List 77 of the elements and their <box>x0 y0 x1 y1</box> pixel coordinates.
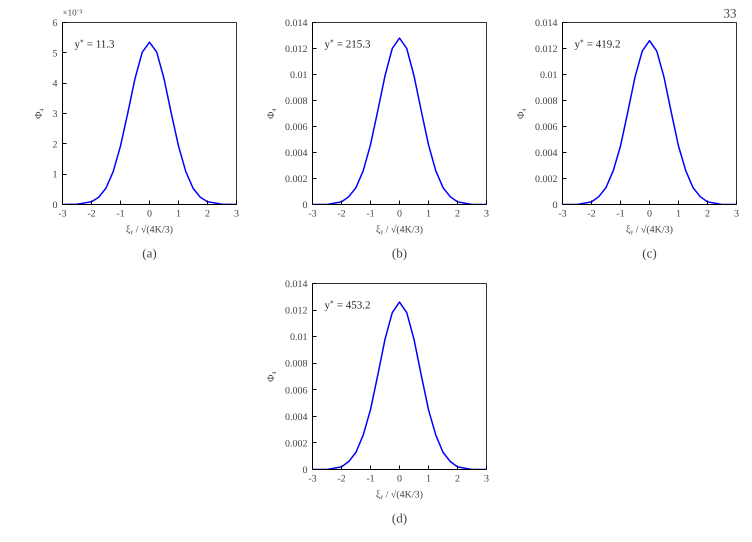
x-tick-label: 0 <box>397 208 402 220</box>
x-tick-label: -2 <box>337 474 346 484</box>
text: (d) <box>392 510 408 526</box>
text: (b) <box>392 246 408 260</box>
y-tick-label: 0.014 <box>285 279 308 290</box>
y-tick-label: 0.006 <box>285 385 308 396</box>
y-tick-label: 5 <box>52 48 58 60</box>
y-tick-label: 0.002 <box>285 174 308 185</box>
x-tick-label: 1 <box>426 474 431 484</box>
y-tick-label: 0.008 <box>285 96 308 107</box>
y-tick-label: 6 <box>52 18 58 29</box>
x-tick-label: 0 <box>647 208 652 220</box>
annotation: y⁺ = 215.3 <box>324 38 371 50</box>
x-tick-label: -3 <box>308 474 317 484</box>
y-axis-title: Φ₄ <box>266 108 277 119</box>
x-axis-title: ξᵧ / √(4K/3) <box>626 224 674 236</box>
annotation: y⁺ = 11.3 <box>74 38 116 50</box>
x-tick-label: -2 <box>587 208 596 220</box>
y-tick-label: 0.012 <box>285 306 308 317</box>
x-tick-label: -1 <box>366 208 375 220</box>
y-axis-title: Φ₄ <box>516 108 527 119</box>
x-tick-label: -1 <box>616 208 625 220</box>
y-tick-label: 0.01 <box>290 332 308 344</box>
x-tick-label: 3 <box>484 208 489 220</box>
x-tick-label: 2 <box>455 208 460 220</box>
y-axis-title: Φ₄ <box>266 370 277 382</box>
y-tick-label: 0.004 <box>285 148 308 159</box>
text: (a) <box>142 246 157 260</box>
x-axis-title: ξᵧ / √(4K/3) <box>376 490 424 500</box>
x-tick-label: 2 <box>455 474 460 484</box>
x-tick-label: 1 <box>176 208 181 220</box>
x-tick-label: -1 <box>366 474 375 484</box>
x-tick-label: 3 <box>484 474 489 484</box>
y-tick-label: 0 <box>302 465 308 476</box>
y-tick-label: 0.002 <box>285 438 308 450</box>
y-tick-label: 2 <box>52 139 58 150</box>
y-tick-label: 0.012 <box>535 44 558 55</box>
x-tick-label: 0 <box>147 208 152 220</box>
y-tick-label: 1 <box>52 170 58 181</box>
y-tick-label: 3 <box>52 109 58 120</box>
y-tick-label: 0 <box>302 200 308 211</box>
y-tick-label: 0.004 <box>285 412 308 423</box>
y-tick-label: 0.002 <box>535 174 558 185</box>
y-tick-label: 0.014 <box>535 18 558 29</box>
y-tick-label: 0.01 <box>540 70 558 81</box>
x-tick-label: 1 <box>676 208 681 220</box>
annotation: y⁺ = 453.2 <box>324 300 370 312</box>
x-tick-label: -3 <box>58 208 67 220</box>
y-tick-label: 0.014 <box>285 18 308 29</box>
y-tick-label: 0.006 <box>535 122 558 133</box>
x-tick-label: 3 <box>234 208 239 220</box>
x-tick-label: -2 <box>337 208 346 220</box>
x-tick-label: -2 <box>87 208 96 220</box>
x-tick-label: 1 <box>426 208 431 220</box>
annotation: y⁺ = 419.2 <box>574 38 620 50</box>
x-tick-label: -1 <box>116 208 125 220</box>
x-tick-label: 0 <box>397 474 402 484</box>
x-axis-title: ξᵧ / √(4K/3) <box>126 224 174 236</box>
x-tick-label: -3 <box>558 208 567 220</box>
y-axis-title: Φ₄ <box>34 108 44 119</box>
y-tick-label: 0.012 <box>285 44 308 55</box>
x-tick-label: 2 <box>205 208 210 220</box>
y-tick-label: 0 <box>552 200 558 211</box>
y-tick-label: 0.008 <box>535 96 558 107</box>
y-tick-label: 4 <box>52 78 58 90</box>
y-tick-label: 0.01 <box>290 70 308 81</box>
text: (c) <box>642 246 657 260</box>
y-tick-label: 0 <box>52 200 58 211</box>
text: 33 <box>724 6 736 20</box>
x-tick-label: -3 <box>308 208 317 220</box>
x-axis-title: ξᵧ / √(4K/3) <box>376 224 424 236</box>
y-tick-label: 0.008 <box>285 358 308 370</box>
y-tick-label: 0.004 <box>535 148 558 159</box>
x-tick-label: 2 <box>705 208 710 220</box>
y-tick-label: 0.006 <box>285 122 308 133</box>
text: ×10⁻³ <box>62 8 83 18</box>
x-tick-label: 3 <box>734 208 739 220</box>
